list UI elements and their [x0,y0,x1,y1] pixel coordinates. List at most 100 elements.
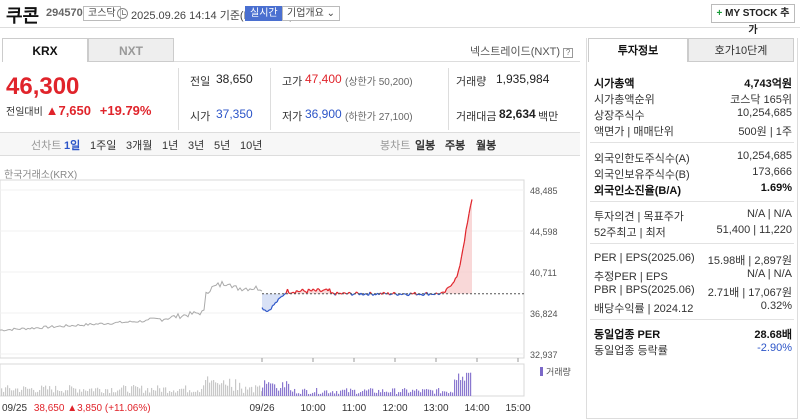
volume-bar [324,390,326,396]
volume-bar [203,385,205,396]
info-value: 0.32% [760,300,792,312]
stock-header [0,0,800,28]
volume-bar [177,390,179,396]
line-segment [456,270,460,277]
company-overview-button[interactable]: 기업개요 ⌄ [282,6,340,21]
volume-bar [223,380,225,396]
info-label: 외국인한도주식수(A) [594,153,690,165]
period-10y[interactable]: 10년 [240,140,263,152]
volume-bar [454,379,456,396]
period-3y[interactable]: 3년 [188,140,205,152]
volume-bar [47,389,49,396]
area-segment [469,205,471,294]
volume-bar [123,385,125,396]
stock-code: 294570 [46,7,83,19]
line-segment [282,293,285,297]
line-segment [332,292,335,295]
period-monthly[interactable]: 월봉 [476,140,497,152]
period-daily[interactable]: 일봉 [415,140,436,152]
volume-bar [424,389,426,396]
volume-bar [444,391,446,396]
volume-bar [193,391,195,396]
period-1y[interactable]: 1년 [162,140,179,152]
line-segment [437,293,440,296]
volume-bar [247,389,249,396]
volume-bar [251,386,253,396]
line-segment [272,304,275,307]
volume-bar [440,393,442,396]
volume-bar [282,382,284,396]
tab-krx[interactable]: KRX [2,38,88,62]
info-value: 1.69% [760,182,792,194]
volume-bar [364,389,366,396]
volume-bar [264,380,266,396]
volume-bar [81,391,83,396]
exchange-label: 한국거래소(KRX) [4,170,78,181]
nextrade-link[interactable]: 넥스트레이드(NXT)? [470,43,574,59]
volume-bar [310,393,312,396]
high-label: 고가 [282,76,303,88]
volume-bar [219,384,221,396]
help-icon[interactable]: ? [563,48,574,58]
line-segment [351,293,354,296]
add-mystock-button[interactable]: + MY STOCK 추가 [711,4,795,36]
volume-bar [402,389,404,396]
area-segment [449,285,451,294]
volume-bar [418,390,420,396]
volume-bar [23,386,25,396]
volume-bar [57,390,59,396]
quote-divider [270,68,271,130]
volume-bar [51,389,53,396]
volume-bar [107,389,109,396]
volume-bar [394,388,396,396]
volume-bar [358,393,360,396]
line-segment [423,292,426,296]
volume-bar [25,387,27,396]
info-row: 투자의견 | 목표주가 N/A | N/A [594,208,792,223]
line-segment [466,213,470,223]
volume-bar [408,392,410,396]
volume-bar [314,392,316,396]
volume-bar [231,386,233,396]
volume-bar [308,393,310,396]
realtime-badge[interactable]: 실시간 [245,6,283,21]
info-label: PER | EPS(2025.06) [594,252,695,264]
volume-bar [1,388,3,396]
volume-bar [101,392,103,396]
period-1w[interactable]: 1주일 [90,140,117,152]
period-3m[interactable]: 3개월 [126,140,153,152]
area-segment [464,229,466,294]
line-segment [360,292,363,296]
period-weekly[interactable]: 주봉 [445,140,466,152]
y-tick-label: 48,485 [530,186,558,196]
info-row: 52주최고 | 최저 51,400 | 11,220 [594,224,792,239]
area-segment [451,283,453,294]
period-5y[interactable]: 5년 [214,140,231,152]
info-label: 외국인보유주식수(B) [594,169,690,181]
period-1d[interactable]: 1일 [64,140,81,152]
line-segment [299,290,302,293]
volume-bar [268,382,270,396]
line-segment [324,288,327,291]
tab-investment-info[interactable]: 투자정보 [588,38,688,62]
volume-bar [253,392,255,396]
volume-bar [414,390,416,396]
volume-bar [187,392,189,396]
line-segment [339,292,342,295]
line-segment [330,291,333,294]
volume-bar [31,388,33,396]
volume-bar [29,388,31,396]
volume-bar [133,385,135,396]
lower-limit: (하한가 27,100) [345,112,413,123]
volume-bar [121,387,123,396]
volume-bar [276,388,278,396]
info-value: N/A | N/A [746,208,792,220]
info-label: 투자의견 | 목표주가 [594,211,684,223]
tab-nxt[interactable]: NXT [88,38,174,62]
price-chart[interactable]: 48,485 44,598 40,711 36,824 32,937 09/26 10:0… [0,178,580,419]
area-segment [452,281,454,294]
volume-bar [330,392,332,396]
tab-orderbook[interactable]: 호가10단계 [688,38,794,62]
volume-bar [217,383,219,396]
volume-bar [69,385,71,396]
